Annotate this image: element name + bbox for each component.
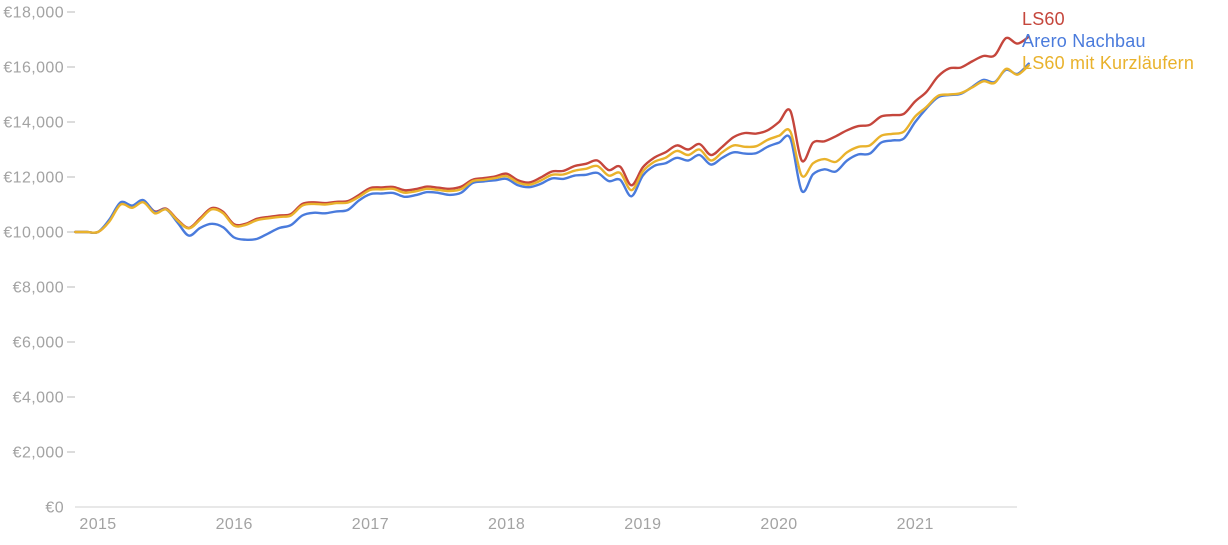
y-axis-label: €14,000 <box>3 115 64 132</box>
y-axis-label: €8,000 <box>13 280 64 297</box>
legend-label-arero-nachbau: Arero Nachbau <box>1022 31 1146 51</box>
y-axis-label: €12,000 <box>3 170 64 187</box>
y-axis-label: €4,000 <box>13 390 64 407</box>
x-axis-label: 2021 <box>897 516 934 533</box>
x-axis-label: 2016 <box>216 516 253 533</box>
y-axis-label: €2,000 <box>13 445 64 462</box>
series-line-ls60-mit-kurzlaeufern[interactable] <box>74 64 1030 234</box>
x-axis-label: 2017 <box>352 516 389 533</box>
y-axis-label: €0 <box>45 500 64 517</box>
y-axis-label: €10,000 <box>3 225 64 242</box>
chart-legend: LS60 Arero Nachbau LS60 mit Kurzläufern <box>1022 8 1194 74</box>
legend-label-ls60: LS60 <box>1022 9 1065 29</box>
x-axis-label: 2015 <box>79 516 116 533</box>
x-axis-label: 2019 <box>624 516 661 533</box>
y-axis-label: €6,000 <box>13 335 64 352</box>
y-axis-label: €18,000 <box>3 5 64 22</box>
x-axis-label: 2020 <box>760 516 797 533</box>
series-line-arero-nachbau[interactable] <box>74 62 1030 241</box>
legend-label-ls60-mit-kurzlaeufern: LS60 mit Kurzläufern <box>1022 53 1195 73</box>
y-axis-label: €16,000 <box>3 60 64 77</box>
x-axis-label: 2018 <box>488 516 525 533</box>
